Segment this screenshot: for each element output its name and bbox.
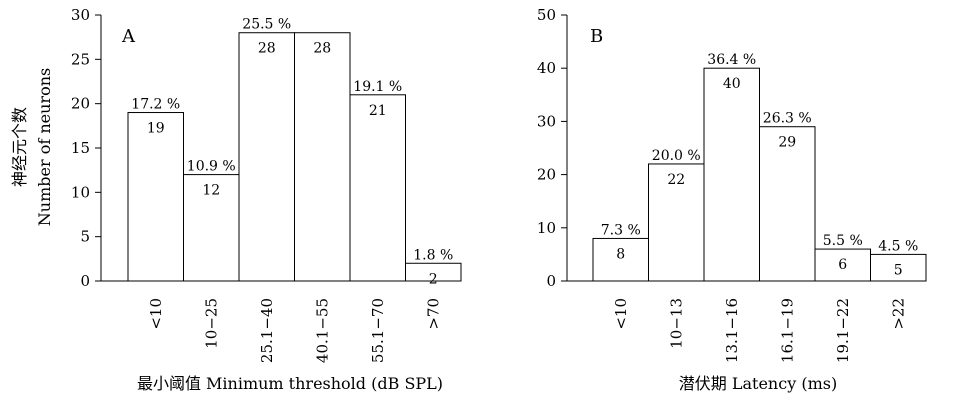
panel-b-bar-count: 40	[723, 76, 741, 92]
panel-a-category-label: 10−25	[202, 298, 220, 349]
panel-b-ytick-label: 30	[537, 112, 556, 130]
panel-a-bar-percent: 19.1 %	[353, 79, 402, 95]
panel-b-category-label: 19.1−22	[834, 298, 852, 363]
panel-b-ytick-label: 40	[537, 59, 556, 77]
panel-b-ytick-label: 50	[537, 6, 556, 24]
panel-b-category-label: 10−13	[667, 298, 685, 349]
panel-b-bar-count: 6	[838, 257, 847, 273]
panel-b-ytick-label: 10	[537, 219, 556, 237]
panel-a-category-label: <10	[147, 298, 165, 330]
panel-b-bar	[703, 67, 760, 282]
panel-b-bar-count: 22	[667, 172, 685, 188]
panel-a-category-label: >70	[424, 298, 442, 330]
panel-a-bar-percent: 25.5 %	[242, 17, 291, 33]
panel-a-bar-count: 28	[258, 41, 276, 57]
panel-b-label: B	[590, 26, 603, 47]
panel-a-bar	[127, 112, 184, 282]
panel-a-bar-count: 12	[202, 183, 220, 199]
panel-a-category-label: 40.1−55	[313, 298, 331, 363]
panel-b-category-label: 13.1−16	[723, 298, 741, 363]
panel-a-bar-percent: 1.8 %	[413, 247, 453, 263]
panel-a-label: A	[121, 26, 136, 47]
panel-b-ytick-label: 20	[537, 166, 556, 184]
panel-b-bar-percent: 4.5 %	[878, 238, 918, 254]
panel-a-bar-count: 2	[429, 271, 438, 287]
panel-a-bar-count: 28	[313, 41, 331, 57]
panel-b-bar	[648, 163, 705, 282]
panel-a-ylabel-en: Number of neurons	[35, 68, 54, 226]
panel-a-category-label: 25.1−40	[258, 298, 276, 363]
panel-b-bar-count: 29	[778, 135, 796, 151]
panel-b-bar-percent: 36.4 %	[707, 52, 756, 68]
panel-b-bar-percent: 7.3 %	[601, 222, 641, 238]
panel-b-bar	[592, 237, 649, 282]
panel-a-ytick-label: 20	[71, 95, 90, 113]
panel-a-ytick-label: 30	[71, 6, 90, 24]
panel-a-ylabel-cn: 神经元个数	[10, 107, 29, 187]
panel-b-bar-percent: 26.3 %	[763, 111, 812, 127]
panel-a-xlabel: 最小阈值 Minimum threshold (dB SPL)	[137, 374, 443, 393]
panel-a-ytick-label: 25	[71, 50, 90, 68]
panel-a-bar	[349, 94, 406, 282]
panel-b-chart: B 潜伏期 Latency (ms) 0 10 20 30 40 50 8 7.3 % <10 2…	[537, 6, 927, 393]
panel-a-bar-percent: 10.9 %	[187, 159, 236, 175]
panel-b-bar-percent: 5.5 %	[823, 233, 863, 249]
panel-a-bar-count: 21	[369, 103, 387, 119]
panel-a-bar	[294, 32, 351, 282]
panel-b-bar-percent: 20.0 %	[652, 148, 701, 164]
panel-a-chart: A 神经元个数 Number of neurons 最小阈值 Minimum t…	[10, 6, 462, 393]
panel-a-category-label: 55.1−70	[369, 298, 387, 363]
panel-b-category-label: >22	[889, 298, 907, 330]
panel-a-ytick-label: 0	[80, 272, 90, 290]
panel-b-bar-count: 8	[616, 246, 625, 262]
panel-b-ytick-label: 0	[546, 272, 556, 290]
panel-a-ytick-label: 10	[71, 183, 90, 201]
panel-a-ytick-label: 5	[80, 228, 90, 246]
panel-b-xlabel: 潜伏期 Latency (ms)	[679, 374, 837, 393]
panel-a-bar-count: 19	[147, 121, 165, 137]
panel-b-category-label: <10	[612, 298, 630, 330]
panel-a-bar-percent: 17.2 %	[131, 97, 180, 113]
panel-b-bar-count: 5	[894, 262, 903, 278]
panel-b-category-label: 16.1−19	[778, 298, 796, 363]
panel-b-bar	[814, 248, 871, 282]
panel-b-bar	[759, 126, 816, 282]
panel-a-bar	[183, 174, 240, 282]
panel-a-ytick-label: 15	[71, 139, 90, 157]
panel-a-bar	[238, 32, 295, 282]
